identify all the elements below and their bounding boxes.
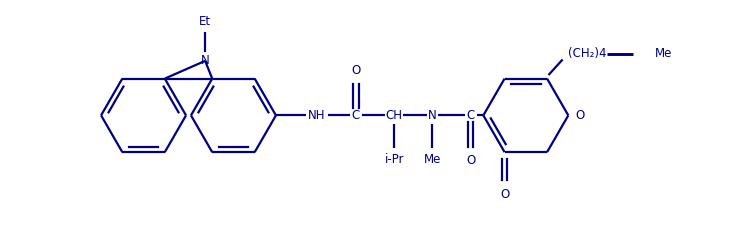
Text: Me: Me: [655, 47, 672, 60]
Text: NH: NH: [308, 109, 325, 122]
Text: O: O: [351, 64, 360, 77]
Text: i-Pr: i-Pr: [384, 153, 404, 166]
Text: N: N: [428, 109, 437, 122]
Text: O: O: [500, 188, 509, 201]
Text: O: O: [466, 154, 476, 167]
Text: (CH₂)4: (CH₂)4: [568, 47, 607, 60]
Text: C: C: [351, 109, 360, 122]
Text: Me: Me: [424, 153, 441, 166]
Text: C: C: [467, 109, 475, 122]
Text: O: O: [576, 109, 585, 122]
Text: CH: CH: [386, 109, 403, 122]
Text: Et: Et: [199, 16, 211, 28]
Text: N: N: [201, 54, 210, 67]
